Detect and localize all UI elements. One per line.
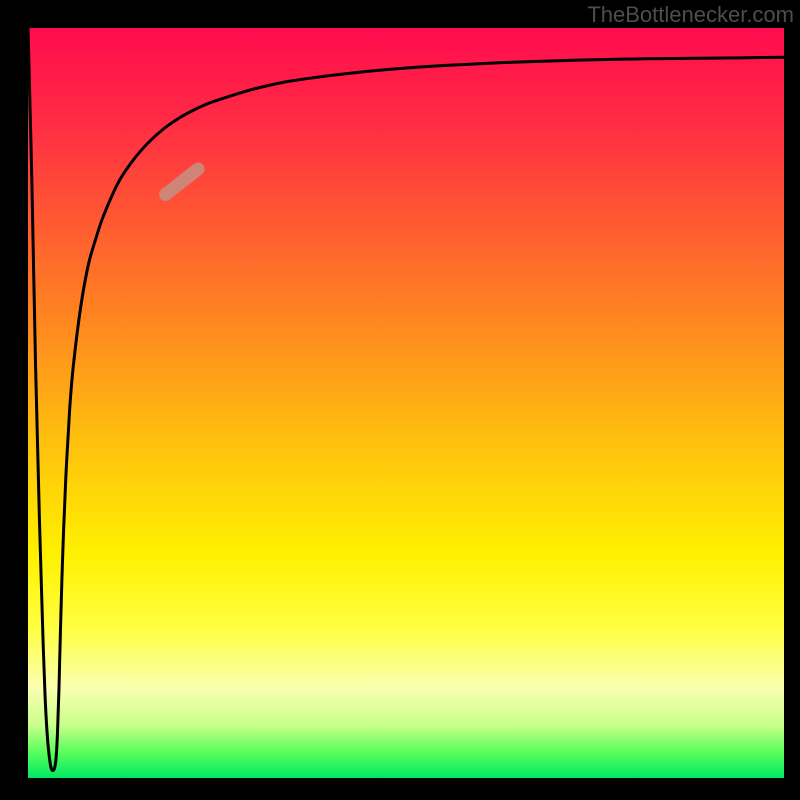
watermark-text: TheBottlenecker.com — [587, 2, 794, 28]
highlight-segment — [166, 169, 199, 195]
chart-frame: TheBottlenecker.com — [0, 0, 800, 800]
bottleneck-curve — [28, 28, 784, 771]
curve-layer — [28, 28, 784, 778]
plot-area — [28, 28, 784, 778]
